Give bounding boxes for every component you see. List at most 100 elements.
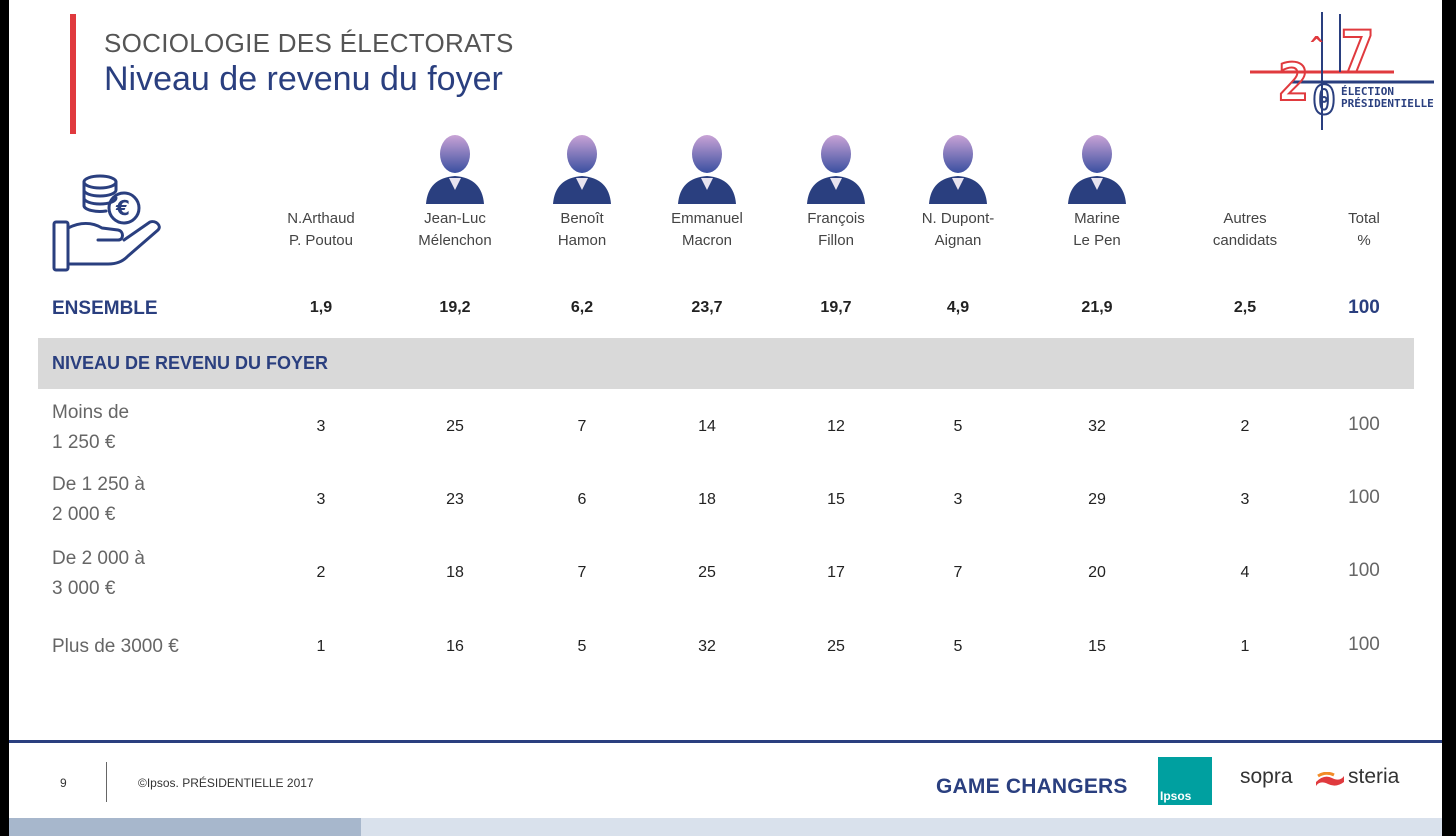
table-cell: 3 xyxy=(1240,491,1250,508)
candidate-portrait xyxy=(426,135,484,204)
ensemble-value: 19,2 xyxy=(439,299,471,316)
table-cell: 1 xyxy=(1240,638,1250,655)
table-cell: 32 xyxy=(698,638,716,655)
column-header-line2: Aignan xyxy=(934,232,982,249)
table-cell: 6 xyxy=(577,491,587,508)
column-header-line1: François xyxy=(807,210,865,227)
column-header-line1: N. Dupont- xyxy=(921,210,995,227)
table-cell: 3 xyxy=(316,418,326,435)
table-cell: 5 xyxy=(577,638,587,655)
table-cell: 1 xyxy=(316,638,326,655)
column-header-line2: candidats xyxy=(1212,232,1278,249)
table-cell: 2 xyxy=(1240,418,1250,435)
section-kicker: SOCIOLOGIE DES ÉLECTORATS xyxy=(104,28,514,58)
row-label-line1: De 2 000 à xyxy=(52,548,145,569)
column-header: Total% xyxy=(1299,208,1429,252)
page-title: Niveau de revenu du foyer xyxy=(104,60,503,98)
row-label-line1: De 1 250 à xyxy=(52,474,145,495)
table-cell: 3 xyxy=(953,491,963,508)
ensemble-value: 21,9 xyxy=(1081,299,1113,316)
table-cell: 18 xyxy=(698,491,716,508)
column-header-line1: Jean-Luc xyxy=(424,210,486,227)
ensemble-value: 4,9 xyxy=(946,299,970,316)
page-number: 9 xyxy=(60,776,67,790)
sopra-text: sopra xyxy=(1240,765,1293,788)
row-total: 100 xyxy=(1348,560,1380,581)
row-label-line2: 1 250 € xyxy=(52,432,116,453)
candidate-portrait xyxy=(1068,135,1126,204)
ipsos-logo-text: Ipsos xyxy=(1160,789,1192,803)
steria-text: steria xyxy=(1348,765,1400,788)
bottom-strip-light xyxy=(361,818,1442,836)
footer-rule xyxy=(9,740,1442,743)
ensemble-value: 1,9 xyxy=(309,299,333,316)
candidate-portrait xyxy=(678,135,736,204)
left-frame-band xyxy=(0,0,9,836)
column-header-line1: Marine xyxy=(1074,210,1120,227)
coins-hand-icon: € xyxy=(52,174,161,272)
bottom-strip-dark xyxy=(9,818,361,836)
svg-text:2: 2 xyxy=(1278,53,1309,113)
table-cell: 7 xyxy=(577,418,587,435)
table-cell: 5 xyxy=(953,418,963,435)
section-band xyxy=(38,338,1414,389)
logo-line-election: ÉLECTION xyxy=(1341,85,1394,98)
ensemble-label: ENSEMBLE xyxy=(52,298,158,319)
column-header-line2: P. Poutou xyxy=(289,232,353,249)
footer-divider xyxy=(106,762,107,802)
table-cell: 7 xyxy=(953,564,963,581)
row-label-line2: 3 000 € xyxy=(52,578,116,599)
column-header: Emmanuel Macron xyxy=(642,208,772,252)
column-header-line1: Autres xyxy=(1223,210,1267,227)
row-label: Moins de 1 250 € xyxy=(52,398,232,458)
table-cell: 15 xyxy=(827,491,845,508)
row-label-line1: Plus de 3000 € xyxy=(52,636,179,657)
column-header-line1: Total xyxy=(1348,210,1380,227)
table-cell: 14 xyxy=(698,418,716,435)
column-header-line2: Fillon xyxy=(818,232,854,249)
column-header-line2: Le Pen xyxy=(1073,232,1121,249)
table-cell: 4 xyxy=(1240,564,1250,581)
column-header-line2: Hamon xyxy=(557,232,607,249)
column-header: Benoît Hamon xyxy=(517,208,647,252)
row-total: 100 xyxy=(1348,634,1380,655)
row-total: 100 xyxy=(1348,414,1380,435)
table-cell: 7 xyxy=(577,564,587,581)
table-cell: 3 xyxy=(316,491,326,508)
ipsos-logo xyxy=(1158,757,1212,805)
table-cell: 25 xyxy=(827,638,845,655)
sopra-steria-logo xyxy=(1316,772,1344,786)
column-header-line1: N.Arthaud xyxy=(287,210,355,227)
column-header: Marine Le Pen xyxy=(1032,208,1162,252)
column-header-line2: Mélenchon xyxy=(418,232,492,249)
column-header-line2: % xyxy=(1357,232,1371,249)
ensemble-total: 100 xyxy=(1348,297,1380,318)
ensemble-value: 6,2 xyxy=(570,299,594,316)
row-label: De 2 000 à 3 000 € xyxy=(52,544,232,604)
table-cell: 25 xyxy=(698,564,716,581)
ensemble-value: 19,7 xyxy=(820,299,852,316)
table-cell: 5 xyxy=(953,638,963,655)
row-total: 100 xyxy=(1348,487,1380,508)
election-logo-label: ÉLECTION PRÉSIDENTIELLE xyxy=(1341,86,1434,110)
svg-text:€: € xyxy=(115,196,130,220)
svg-text:^: ^ xyxy=(1310,33,1323,58)
game-changers-tagline: GAME CHANGERS xyxy=(936,775,1128,798)
table-cell: 16 xyxy=(446,638,464,655)
row-label-line2: 2 000 € xyxy=(52,504,116,525)
election-2017-logo: 2 ^ 0 7 xyxy=(1250,12,1434,130)
table-cell: 18 xyxy=(446,564,464,581)
table-cell: 23 xyxy=(446,491,464,508)
svg-text:0: 0 xyxy=(1312,78,1336,124)
table-cell: 15 xyxy=(1088,638,1106,655)
row-label: De 1 250 à 2 000 € xyxy=(52,470,232,530)
right-frame-band xyxy=(1442,0,1456,836)
ensemble-value: 23,7 xyxy=(691,299,723,316)
row-label: Plus de 3000 € xyxy=(52,632,232,662)
table-cell: 20 xyxy=(1088,564,1106,581)
candidate-portrait xyxy=(807,135,865,204)
column-header: François Fillon xyxy=(771,208,901,252)
column-header: Autres candidats xyxy=(1180,208,1310,252)
column-header: N. Dupont- Aignan xyxy=(893,208,1023,252)
column-header-line1: Emmanuel xyxy=(671,210,743,227)
